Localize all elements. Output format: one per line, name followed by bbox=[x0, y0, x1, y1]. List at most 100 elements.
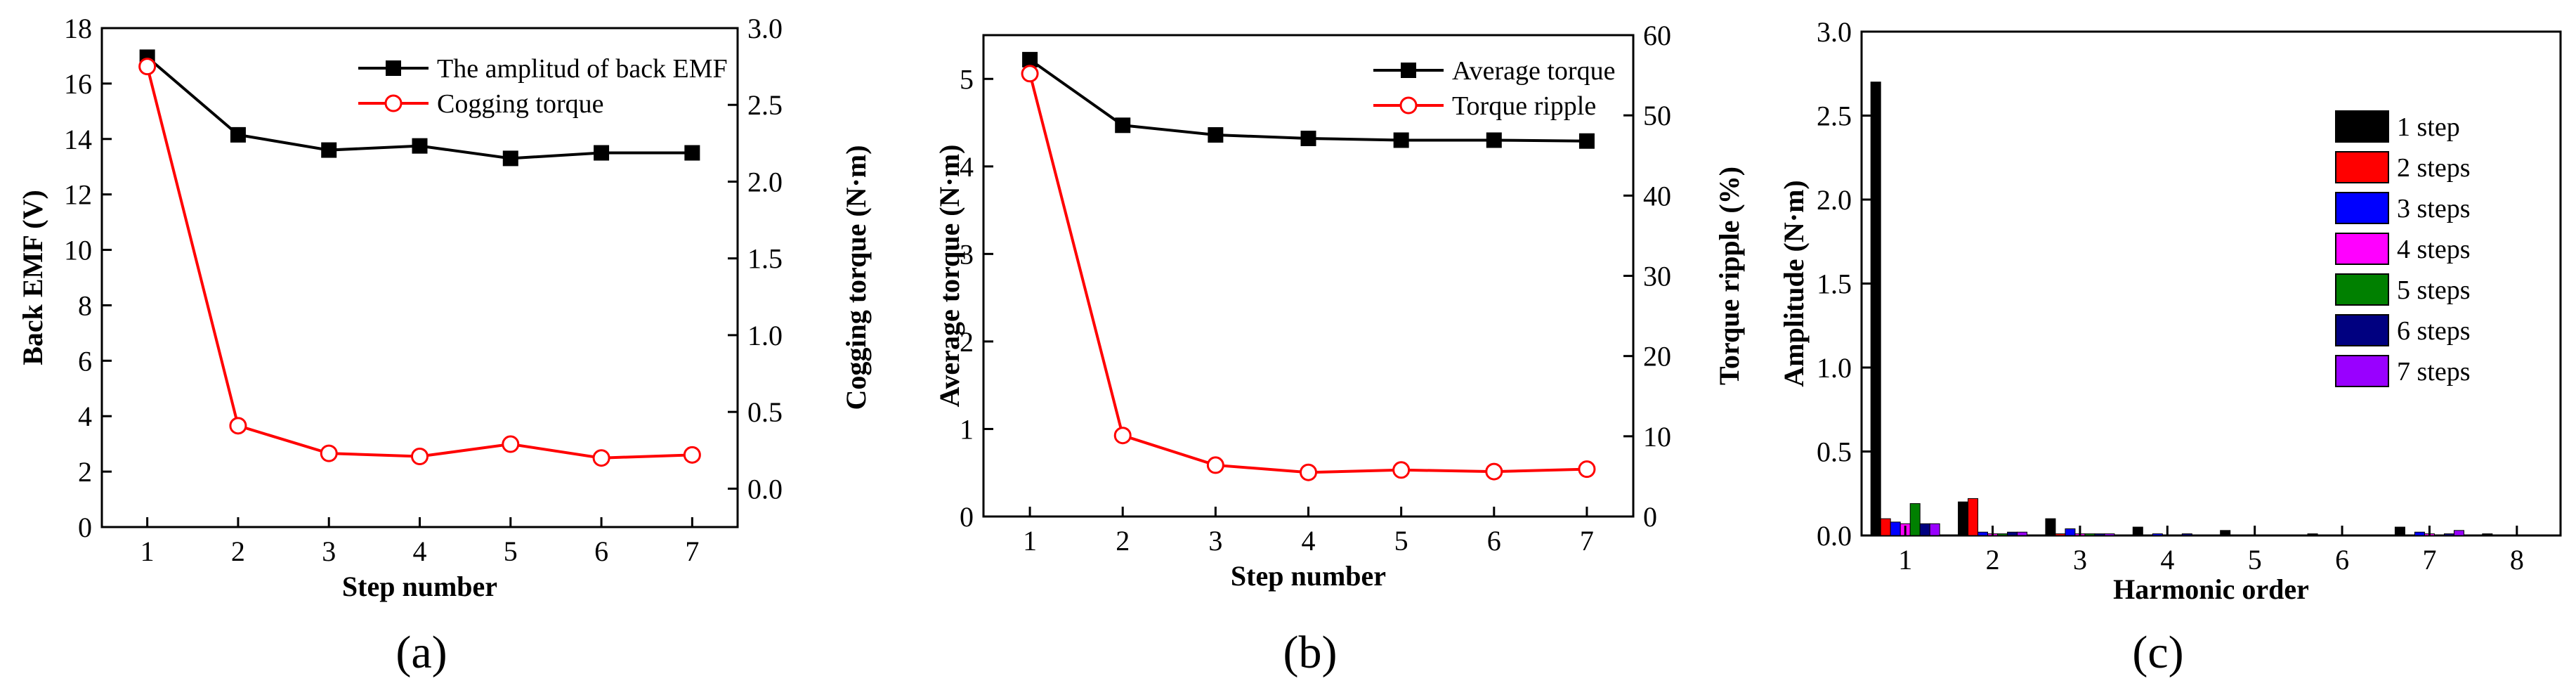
x-tick-label: 3 bbox=[2073, 544, 2087, 576]
legend-label-0: Average torque bbox=[1452, 56, 1615, 86]
y-right-tick-label: 2.0 bbox=[747, 166, 783, 197]
bar-5 bbox=[2094, 533, 2105, 536]
y-left-tick-label: 18 bbox=[64, 13, 92, 44]
y-left-tick-label: 14 bbox=[64, 124, 92, 155]
data-point-0 bbox=[1208, 126, 1224, 143]
bar-2 bbox=[2065, 528, 2076, 536]
data-point-1 bbox=[1300, 463, 1317, 481]
x-tick-label: 5 bbox=[1394, 525, 1408, 557]
x-tick-label: 1 bbox=[1898, 544, 1912, 576]
legend-label-1: 2 steps bbox=[2397, 153, 2471, 183]
x-axis-title: Step number bbox=[1231, 560, 1386, 592]
data-point-1 bbox=[320, 444, 338, 462]
y-left-tick-label: 4 bbox=[960, 151, 974, 183]
y-left-tick-label: 0 bbox=[78, 512, 92, 543]
y-left-tick-label: 0 bbox=[960, 501, 974, 533]
data-point-0 bbox=[1486, 132, 1502, 148]
y-right-tick-label: 20 bbox=[1643, 341, 1671, 372]
bar-2 bbox=[1890, 521, 1901, 536]
x-tick-label: 1 bbox=[140, 535, 155, 567]
bar-1 bbox=[2055, 533, 2066, 536]
legend-swatch-6 bbox=[2335, 355, 2389, 387]
data-point-1 bbox=[592, 449, 610, 467]
bar-6 bbox=[2104, 533, 2115, 536]
legend-label-6: 7 steps bbox=[2397, 357, 2471, 387]
data-point-1 bbox=[1113, 427, 1132, 445]
y-right-tick-label: 1.5 bbox=[747, 243, 783, 275]
x-tick-label: 7 bbox=[685, 535, 699, 567]
data-point-0 bbox=[1578, 133, 1595, 149]
x-tick-label: 2 bbox=[231, 535, 245, 567]
legend-swatch-2 bbox=[2335, 192, 2389, 224]
x-tick-label: 5 bbox=[2248, 544, 2262, 576]
bar-0 bbox=[2482, 533, 2493, 536]
panel-a: 1 2 3 4 5 6 70246810121416180.00.51.01.52.02.5… bbox=[17, 13, 872, 678]
data-point-0 bbox=[412, 138, 428, 154]
x-tick-label: 2 bbox=[1116, 525, 1130, 557]
x-tick-label: 4 bbox=[2160, 544, 2174, 576]
y-left-tick-label: 5 bbox=[960, 63, 974, 95]
y-tick-label: 2.5 bbox=[1817, 100, 1852, 132]
bar-0 bbox=[2045, 518, 2056, 536]
panel-label: (c) bbox=[2132, 627, 2183, 678]
x-axis-title: Step number bbox=[342, 571, 497, 602]
y-left-tick-label: 2 bbox=[78, 456, 92, 488]
y-left-tick-label: 8 bbox=[78, 290, 92, 321]
data-point-0 bbox=[684, 145, 700, 161]
x-tick-label: 6 bbox=[1487, 525, 1501, 557]
x-tick-label: 5 bbox=[504, 535, 518, 567]
y-right-tick-label: 10 bbox=[1643, 421, 1671, 453]
bar-4 bbox=[1909, 503, 1921, 536]
y-left-axis-title: Average torque (N·m) bbox=[934, 145, 965, 408]
y-tick-label: 0.0 bbox=[1817, 520, 1852, 552]
data-point-1 bbox=[1392, 461, 1411, 479]
legend-label-1: Torque ripple bbox=[1452, 91, 1596, 121]
panel-label: (b) bbox=[1283, 627, 1338, 678]
legend-label-0: 1 step bbox=[2397, 112, 2460, 142]
y-right-axis-title: Torque ripple (%) bbox=[1713, 167, 1745, 385]
bar-0 bbox=[1870, 82, 1881, 536]
panel-label: (a) bbox=[395, 627, 447, 678]
data-point-1 bbox=[138, 58, 157, 76]
y-tick-label: 0.5 bbox=[1817, 436, 1852, 468]
data-point-1 bbox=[502, 435, 520, 453]
data-point-0 bbox=[230, 126, 246, 143]
bar-0 bbox=[2394, 526, 2405, 536]
data-point-0 bbox=[1022, 51, 1038, 67]
series-line-1 bbox=[145, 66, 693, 460]
data-point-1 bbox=[411, 448, 429, 466]
y-right-tick-label: 0.0 bbox=[747, 473, 783, 505]
bar-2 bbox=[1977, 531, 1989, 536]
x-tick-label: 4 bbox=[413, 535, 427, 567]
data-point-0 bbox=[594, 145, 610, 161]
data-point-1 bbox=[683, 446, 701, 464]
data-point-0 bbox=[321, 142, 337, 158]
x-tick-label: 3 bbox=[1208, 525, 1222, 557]
y-right-tick-label: 2.5 bbox=[747, 89, 783, 121]
x-tick-label: 8 bbox=[2510, 544, 2524, 576]
legend-marker-0 bbox=[386, 60, 401, 76]
legend-swatch-0 bbox=[2335, 110, 2389, 143]
bar-0 bbox=[2307, 533, 2318, 536]
data-point-1 bbox=[1485, 462, 1503, 481]
legend-swatch-5 bbox=[2335, 314, 2389, 346]
bar-4 bbox=[1997, 533, 2008, 536]
data-point-0 bbox=[502, 150, 518, 167]
data-point-0 bbox=[1393, 132, 1409, 148]
x-tick-label: 3 bbox=[322, 535, 336, 567]
y-right-axis-title: Cogging torque (N·m) bbox=[840, 145, 872, 410]
y-left-axis-title: Back EMF (V) bbox=[17, 190, 48, 365]
y-right-tick-label: 30 bbox=[1643, 261, 1671, 292]
y-left-tick-label: 16 bbox=[64, 68, 92, 100]
legend-label-1: Cogging torque bbox=[437, 89, 603, 119]
data-point-1 bbox=[1206, 456, 1224, 474]
y-tick-label: 1.5 bbox=[1817, 268, 1852, 300]
data-point-0 bbox=[1115, 117, 1131, 134]
y-tick-label: 3.0 bbox=[1817, 16, 1852, 48]
legend-marker-0 bbox=[1401, 63, 1416, 78]
bar-5 bbox=[2443, 533, 2454, 536]
x-tick-label: 7 bbox=[2422, 544, 2436, 576]
y-left-tick-label: 1 bbox=[960, 413, 974, 445]
y-right-tick-label: 1.0 bbox=[747, 320, 783, 351]
bar-5 bbox=[2181, 533, 2192, 536]
